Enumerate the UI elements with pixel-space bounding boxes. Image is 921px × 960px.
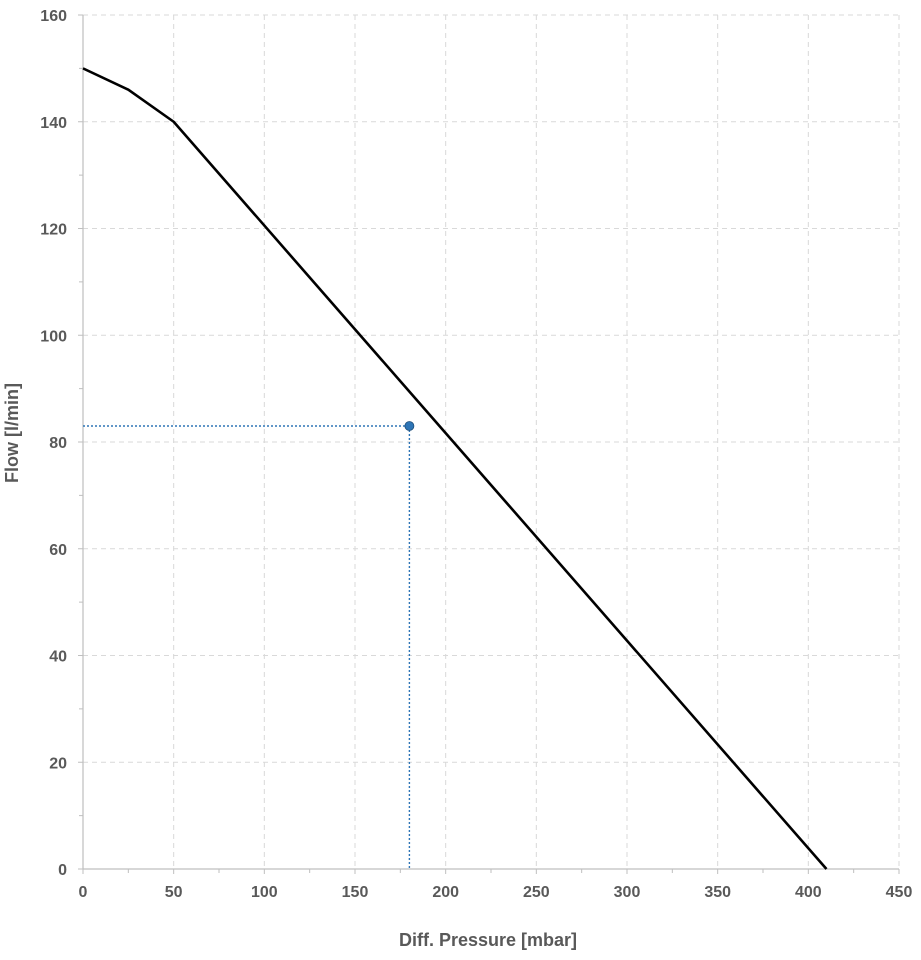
series-layer xyxy=(82,67,828,870)
y-tick-label: 40 xyxy=(49,649,67,666)
operating-point-guides xyxy=(83,425,411,869)
x-tick-label: 100 xyxy=(251,884,278,901)
y-tick-label: 100 xyxy=(40,328,67,345)
series-line xyxy=(82,67,828,870)
x-tick-label: 50 xyxy=(165,884,183,901)
y-tick-label: 140 xyxy=(40,115,67,132)
x-tick-label: 350 xyxy=(704,884,731,901)
y-tick-label: 20 xyxy=(49,755,67,772)
x-tick-label: 250 xyxy=(523,884,550,901)
x-tick-label: 400 xyxy=(795,884,822,901)
axes xyxy=(78,14,900,874)
x-tick-label: 200 xyxy=(432,884,459,901)
operating-point-marker xyxy=(404,421,415,431)
x-tick-label: 450 xyxy=(886,884,913,901)
y-tick-label: 0 xyxy=(58,862,67,879)
x-tick-label: 300 xyxy=(614,884,641,901)
y-tick-label: 160 xyxy=(40,8,67,25)
y-axis-title: Flow [l/min] xyxy=(2,383,22,483)
y-tick-label: 120 xyxy=(40,222,67,239)
x-tick-label: 150 xyxy=(342,884,369,901)
x-tick-label: 0 xyxy=(79,884,88,901)
y-tick-label: 60 xyxy=(49,542,67,559)
y-tick-label: 80 xyxy=(49,435,67,452)
operating-point-layer xyxy=(404,421,415,431)
grid-lines xyxy=(83,14,900,869)
x-axis-title: Diff. Pressure [mbar] xyxy=(399,930,577,950)
tick-labels: 0 50 100 150 200 250 300 350 400 450 0 20 40 60 80 100 1… xyxy=(40,8,912,901)
